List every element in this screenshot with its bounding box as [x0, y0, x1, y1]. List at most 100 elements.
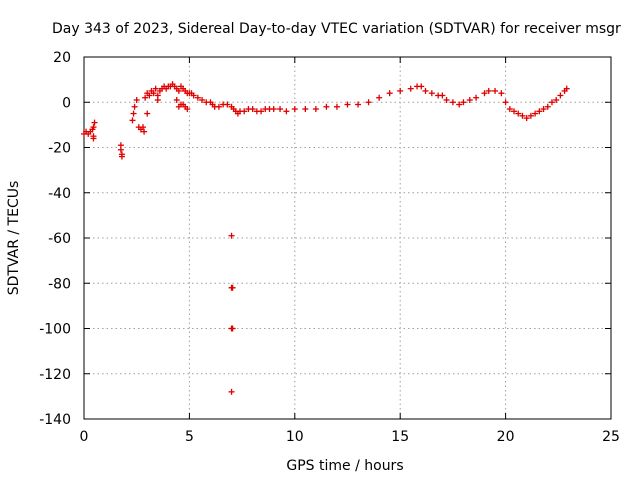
data-point [553, 96, 560, 103]
data-point [333, 103, 340, 110]
data-point [536, 108, 543, 115]
data-point [397, 87, 404, 94]
data-point [229, 325, 236, 332]
data-point [481, 90, 488, 97]
data-point [140, 124, 147, 131]
data-point [548, 99, 555, 106]
data-point [150, 90, 157, 97]
data-point [460, 99, 467, 106]
data-point [270, 106, 277, 113]
x-tick-label: 0 [80, 429, 89, 445]
data-point [502, 99, 509, 106]
data-point [365, 99, 372, 106]
data-point [277, 106, 284, 113]
data-point [249, 106, 256, 113]
data-point [515, 110, 522, 117]
data-point [184, 106, 191, 113]
data-point [323, 103, 330, 110]
data-point [130, 110, 137, 117]
data-point [190, 92, 197, 99]
y-tick-label: -20 [48, 141, 71, 157]
chart-title: Day 343 of 2023, Sidereal Day-to-day VTE… [52, 21, 621, 37]
data-point [142, 94, 149, 101]
data-point [228, 388, 235, 395]
data-point [154, 92, 161, 99]
data-point [386, 90, 393, 97]
data-point [485, 87, 492, 94]
data-point [428, 90, 435, 97]
x-tick-label: 20 [497, 429, 515, 445]
y-tick-label: -40 [48, 186, 71, 202]
x-tick-label: 25 [602, 429, 620, 445]
data-point [498, 90, 505, 97]
x-axis-label: GPS time / hours [286, 458, 403, 474]
data-point [129, 117, 136, 124]
y-tick-label: 20 [53, 50, 71, 66]
data-point [544, 103, 551, 110]
data-point [283, 108, 290, 115]
data-point [118, 153, 125, 160]
data-point [228, 232, 235, 239]
y-tick-label: 0 [62, 95, 71, 111]
y-tick-label: -60 [48, 231, 71, 247]
data-point [473, 94, 480, 101]
x-tick-label: 10 [286, 429, 304, 445]
data-point [492, 87, 499, 94]
data-point [175, 103, 182, 110]
data-point [224, 101, 231, 108]
data-point [302, 106, 309, 113]
plot-frame [83, 56, 612, 420]
data-point [540, 106, 547, 113]
data-point [418, 83, 425, 90]
data-point [355, 101, 362, 108]
data-point [511, 108, 518, 115]
data-point [344, 101, 351, 108]
axis-ticks: 0 5 10 15 20 25 -140 -120 -100 -80 -60 -40 -20 0 20 [39, 50, 620, 445]
data-point [376, 94, 383, 101]
data-point [532, 110, 539, 117]
data-point [523, 115, 530, 122]
data-point [527, 112, 534, 119]
data-point [90, 135, 97, 142]
data-point [199, 96, 206, 103]
x-tick-label: 15 [391, 429, 409, 445]
data-point [117, 146, 124, 153]
data-point [422, 87, 429, 94]
data-point [506, 106, 513, 113]
data-point [229, 284, 236, 291]
data-point [466, 96, 473, 103]
data-point [194, 94, 201, 101]
data-point [152, 85, 159, 92]
data-point [241, 108, 248, 115]
y-tick-label: -120 [39, 367, 71, 383]
y-tick-label: -80 [48, 276, 71, 292]
data-point [91, 119, 98, 126]
data-point [557, 92, 564, 99]
x-tick-label: 5 [185, 429, 194, 445]
data-point [144, 110, 151, 117]
data-point [258, 108, 265, 115]
y-tick-label: -100 [39, 322, 71, 338]
data-point [563, 85, 570, 92]
data-point [141, 128, 148, 135]
data-point [131, 103, 138, 110]
data-point [312, 106, 319, 113]
data-point [173, 96, 180, 103]
data-point [443, 96, 450, 103]
y-axis-label: SDTVAR / TECUs [6, 181, 22, 296]
data-point [439, 92, 446, 99]
data-point [449, 99, 456, 106]
data-point [456, 101, 463, 108]
data-point [407, 85, 414, 92]
y-tick-label: -140 [39, 412, 71, 428]
data-point [215, 103, 222, 110]
data-point [133, 96, 140, 103]
grid-lines [84, 57, 611, 419]
data-point [175, 87, 182, 94]
data-point [90, 124, 97, 131]
data-point [519, 112, 526, 119]
data-points [81, 81, 570, 395]
data-point [291, 106, 298, 113]
data-point [146, 92, 153, 99]
